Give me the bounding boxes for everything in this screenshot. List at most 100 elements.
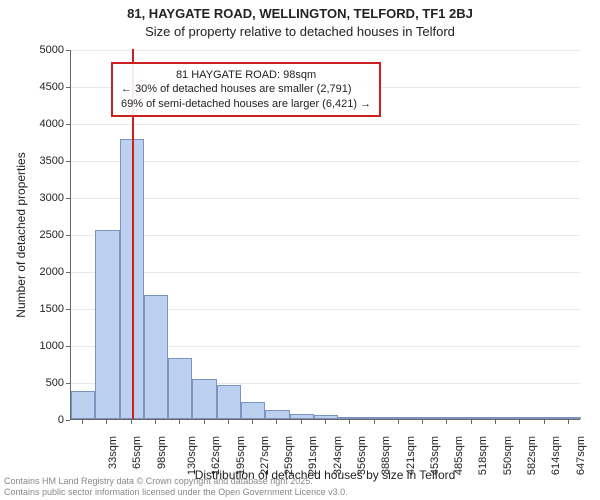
annotation-line3: 69% of semi-detached houses are larger (… (121, 97, 371, 111)
x-tick-label: 130sqm (186, 436, 198, 475)
x-tick-mark (568, 420, 569, 424)
gridline (71, 50, 580, 51)
x-tick-label: 582sqm (526, 436, 538, 475)
y-tick-mark (66, 235, 70, 236)
x-tick-mark (422, 420, 423, 424)
y-tick-mark (66, 161, 70, 162)
x-tick-label: 550sqm (502, 436, 514, 475)
gridline (71, 235, 580, 236)
histogram-bar (71, 391, 95, 419)
y-tick-label: 5000 (40, 44, 64, 56)
x-tick-label: 98sqm (156, 436, 168, 469)
histogram-bar (362, 417, 386, 419)
y-tick-mark (66, 50, 70, 51)
histogram-bar (290, 414, 314, 419)
gridline (71, 124, 580, 125)
x-tick-label: 291sqm (308, 436, 320, 475)
gridline (71, 272, 580, 273)
histogram-bar (314, 415, 338, 419)
histogram-bar (241, 402, 265, 419)
x-tick-mark (106, 420, 107, 424)
chart-container: 81, HAYGATE ROAD, WELLINGTON, TELFORD, T… (0, 0, 600, 500)
y-tick-label: 3500 (40, 155, 64, 167)
x-tick-mark (398, 420, 399, 424)
y-tick-mark (66, 383, 70, 384)
plot-area: 81 HAYGATE ROAD: 98sqm← 30% of detached … (70, 50, 580, 420)
x-tick-label: 259sqm (283, 436, 295, 475)
x-tick-mark (228, 420, 229, 424)
x-tick-label: 324sqm (332, 436, 344, 475)
y-tick-mark (66, 124, 70, 125)
histogram-bar (460, 417, 484, 419)
x-tick-mark (349, 420, 350, 424)
chart-title-line1: 81, HAYGATE ROAD, WELLINGTON, TELFORD, T… (0, 6, 600, 21)
histogram-bar (557, 417, 581, 419)
histogram-bar (338, 417, 362, 419)
x-tick-label: 453sqm (429, 436, 441, 475)
footer-line1: Contains HM Land Registry data © Crown c… (4, 476, 348, 487)
x-tick-mark (471, 420, 472, 424)
y-tick-label: 1000 (40, 340, 64, 352)
x-tick-label: 356sqm (356, 436, 368, 475)
histogram-bar (265, 410, 289, 419)
x-tick-mark (301, 420, 302, 424)
y-tick-label: 3000 (40, 192, 64, 204)
histogram-bar (192, 379, 216, 419)
histogram-bar (168, 358, 192, 419)
x-tick-label: 614sqm (550, 436, 562, 475)
x-tick-mark (325, 420, 326, 424)
x-tick-mark (446, 420, 447, 424)
y-tick-mark (66, 272, 70, 273)
y-tick-mark (66, 198, 70, 199)
y-axis-label: Number of detached properties (14, 152, 28, 317)
histogram-bar (217, 385, 241, 419)
histogram-bar (95, 230, 119, 419)
x-tick-label: 518sqm (478, 436, 490, 475)
x-tick-label: 485sqm (453, 436, 465, 475)
x-tick-mark (519, 420, 520, 424)
gridline (71, 198, 580, 199)
annotation-line2: ← 30% of detached houses are smaller (2,… (121, 82, 371, 96)
x-tick-mark (495, 420, 496, 424)
y-tick-mark (66, 420, 70, 421)
x-tick-mark (374, 420, 375, 424)
y-tick-label: 500 (46, 377, 64, 389)
y-tick-label: 4500 (40, 81, 64, 93)
x-tick-label: 421sqm (405, 436, 417, 475)
attribution-footer: Contains HM Land Registry data © Crown c… (4, 476, 348, 498)
gridline (71, 161, 580, 162)
y-tick-label: 2000 (40, 266, 64, 278)
chart-title-line2: Size of property relative to detached ho… (0, 24, 600, 39)
x-tick-label: 388sqm (380, 436, 392, 475)
histogram-bar (144, 295, 168, 419)
x-tick-label: 227sqm (259, 436, 271, 475)
x-tick-label: 647sqm (575, 436, 587, 475)
y-tick-label: 4000 (40, 118, 64, 130)
y-tick-mark (66, 309, 70, 310)
annotation-box: 81 HAYGATE ROAD: 98sqm← 30% of detached … (111, 62, 381, 117)
histogram-bar (411, 417, 435, 419)
x-tick-mark (276, 420, 277, 424)
annotation-line1: 81 HAYGATE ROAD: 98sqm (121, 68, 371, 82)
footer-line2: Contains public sector information licen… (4, 487, 348, 498)
x-tick-label: 195sqm (235, 436, 247, 475)
x-tick-label: 162sqm (210, 436, 222, 475)
histogram-bar (508, 417, 532, 419)
histogram-bar (484, 417, 508, 419)
x-tick-mark (179, 420, 180, 424)
y-tick-mark (66, 87, 70, 88)
x-tick-label: 65sqm (131, 436, 143, 469)
histogram-bar (532, 417, 556, 419)
x-tick-mark (131, 420, 132, 424)
y-tick-label: 0 (58, 414, 64, 426)
y-tick-label: 1500 (40, 303, 64, 315)
x-tick-mark (155, 420, 156, 424)
y-tick-label: 2500 (40, 229, 64, 241)
x-tick-mark (252, 420, 253, 424)
y-tick-mark (66, 346, 70, 347)
x-tick-label: 33sqm (107, 436, 119, 469)
x-tick-mark (204, 420, 205, 424)
histogram-bar (387, 417, 411, 419)
histogram-bar (435, 417, 459, 419)
x-tick-mark (82, 420, 83, 424)
